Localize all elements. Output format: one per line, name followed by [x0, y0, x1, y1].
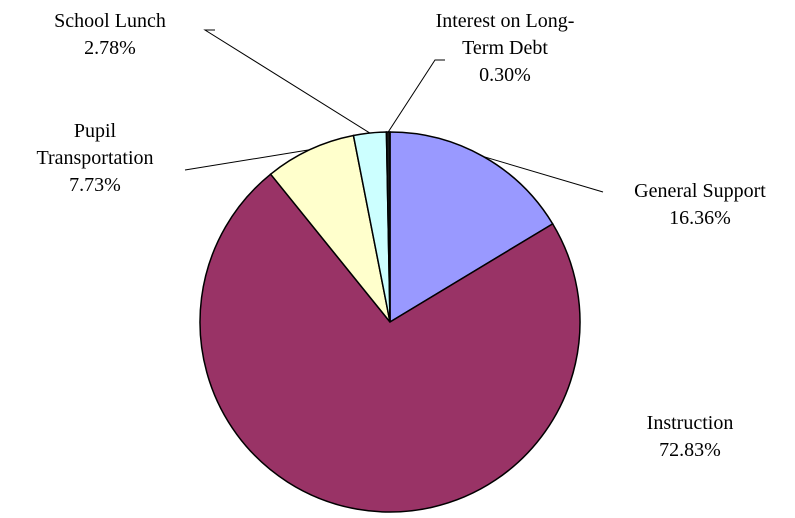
slice-label: Pupil Transportation 7.73% — [20, 118, 170, 199]
slice-value: 7.73% — [69, 174, 121, 196]
slice-value: 0.30% — [479, 64, 531, 86]
slice-value: 72.83% — [659, 439, 721, 461]
slice-value: 16.36% — [669, 207, 731, 229]
slice-name: General Support — [634, 180, 766, 202]
leader-line — [184, 149, 310, 171]
pie-slice — [269, 134, 391, 323]
slice-value: 2.78% — [84, 37, 136, 59]
slice-name: Instruction — [646, 412, 734, 434]
slice-name: Pupil Transportation — [36, 120, 154, 169]
pie-slice — [389, 131, 554, 324]
slice-name: Interest on Long-Term Debt — [435, 10, 575, 59]
leader-line — [483, 156, 604, 193]
slice-label: School Lunch 2.78% — [30, 8, 190, 62]
slice-name: School Lunch — [54, 10, 166, 32]
slice-label: General Support 16.36% — [600, 178, 795, 232]
pie-slice — [385, 131, 391, 323]
leader-line — [203, 29, 371, 134]
pie-slice — [199, 173, 581, 513]
slice-label: Interest on Long-Term Debt 0.30% — [420, 8, 590, 89]
leader-line — [387, 59, 445, 133]
slice-label: Instruction 72.83% — [610, 410, 770, 464]
